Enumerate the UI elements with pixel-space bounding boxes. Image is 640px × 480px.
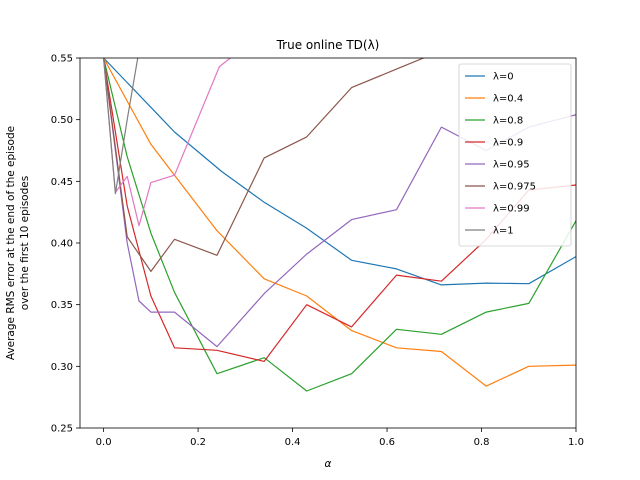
legend-frame	[458, 63, 572, 247]
legend-label: λ=0	[493, 72, 514, 83]
y-axis-label-line-1: Average RMS error at the end of the epis…	[5, 126, 17, 360]
legend-label: λ=0.975	[493, 182, 536, 193]
legend-label: λ=1	[493, 226, 514, 237]
y-tick-label: 0.35	[51, 300, 73, 311]
x-tick-label: 0.6	[379, 437, 395, 448]
y-tick-label: 0.55	[51, 54, 73, 65]
y-tick-label: 0.25	[51, 424, 73, 435]
series-line-2	[103, 58, 576, 392]
legend-label: λ=0.8	[493, 116, 523, 127]
chart-title: True online TD(λ)	[276, 38, 380, 52]
y-tick-label: 0.30	[51, 362, 73, 373]
y-tick-label: 0.45	[51, 177, 73, 188]
legend-label: λ=0.99	[493, 204, 530, 215]
series-line-1	[103, 58, 576, 387]
legend: λ=0 λ=0.4 λ=0.8 λ=0.9 λ=0.95 λ=0.975 λ=0.99 λ=1	[458, 63, 572, 247]
series-line-7	[103, 58, 139, 195]
y-tick-label: 0.50	[51, 115, 73, 126]
legend-label: λ=0.95	[493, 160, 530, 171]
series-line-5	[103, 58, 426, 272]
legend-label: λ=0.9	[493, 138, 523, 149]
series-line-0	[103, 58, 576, 286]
legend-label: λ=0.4	[493, 94, 523, 105]
x-tick-label: 0.8	[474, 437, 490, 448]
x-tick-label: 0.0	[96, 437, 112, 448]
y-tick-label: 0.40	[51, 239, 73, 250]
x-tick-label: 0.4	[285, 437, 301, 448]
series-line-6	[103, 58, 232, 227]
x-axis-label: α	[325, 458, 332, 470]
y-axis-label-line-2: over the first 10 episodes	[19, 176, 31, 310]
x-tick-label: 1.0	[568, 437, 584, 448]
x-tick-label: 0.2	[190, 437, 206, 448]
